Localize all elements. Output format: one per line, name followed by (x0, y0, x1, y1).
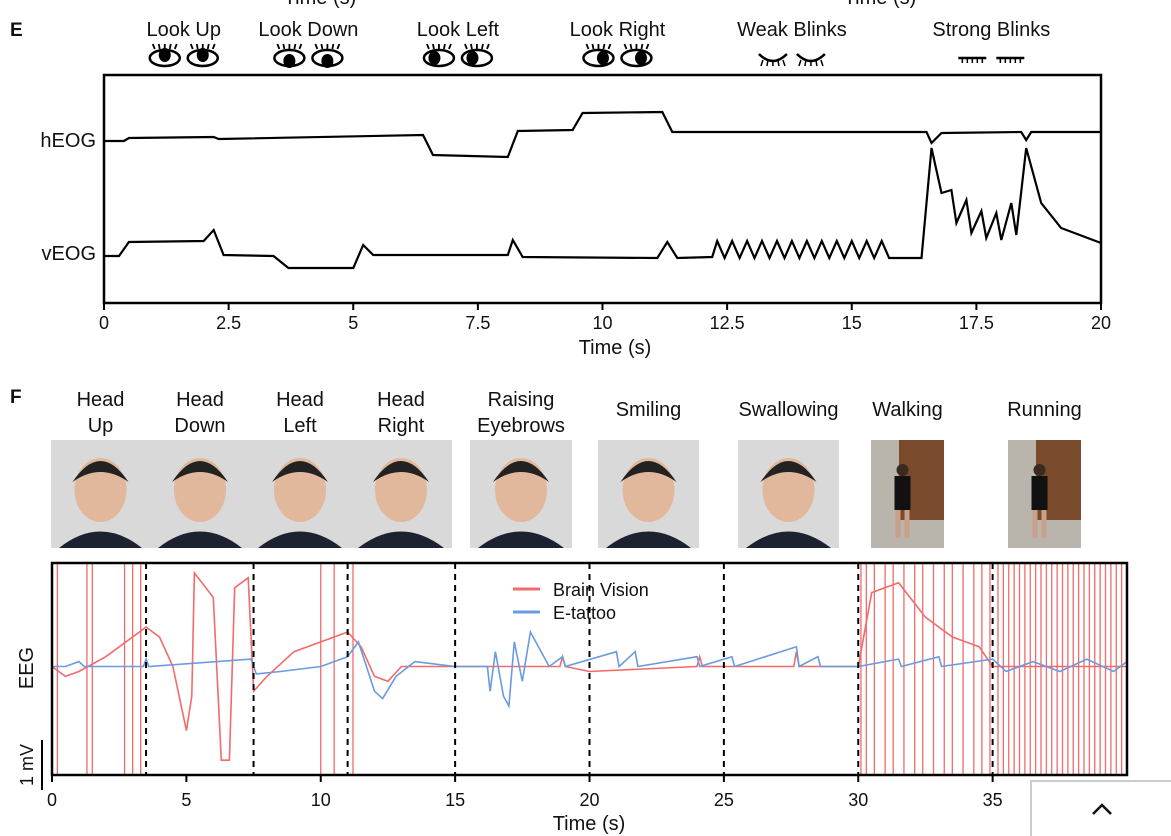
condition-label: Smiling (616, 399, 682, 421)
condition-photo (350, 440, 452, 548)
panel-f-y-axis-label: EEG (16, 647, 38, 689)
condition-label: Look Down (258, 19, 358, 41)
condition-label: Right (378, 415, 425, 437)
condition-label: Raising (488, 389, 555, 411)
condition-label: Eyebrows (477, 415, 565, 437)
condition-label: Strong Blinks (932, 19, 1050, 41)
x-tick-label: 2.5 (216, 313, 241, 333)
legend-label-e-tattoo: E-tattoo (553, 603, 616, 623)
condition-label: Head (176, 389, 224, 411)
condition-photo (470, 440, 572, 548)
chevron-up-icon (1091, 803, 1112, 815)
scroll-to-top-button[interactable] (1030, 780, 1171, 836)
condition-label: Swallowing (738, 399, 838, 421)
panel-f-x-ticks: 0 5 10 15 20 25 30 35 (47, 775, 1003, 810)
condition-photo (250, 440, 350, 548)
x-tick-label: 5 (348, 313, 358, 333)
x-tick-label: 10 (311, 790, 331, 810)
x-tick-label: 10 (592, 313, 612, 333)
condition-label: Weak Blinks (737, 19, 847, 41)
x-tick-label: 0 (99, 313, 109, 333)
x-tick-label: 7.5 (465, 313, 490, 333)
condition-photo (51, 440, 150, 548)
eye-looking-left-icon (422, 43, 494, 68)
condition-label: Head (276, 389, 324, 411)
condition-photo (150, 440, 250, 548)
heog-trace (104, 110, 1101, 159)
panel-e-x-ticks: 0 2.5 5 7.5 10 12.5 15 17.5 20 (99, 303, 1111, 333)
x-tick-label: 12.5 (710, 313, 745, 333)
condition-label: Up (88, 415, 114, 437)
scale-bar-label: 1 mV (17, 744, 37, 786)
condition-photo (738, 440, 839, 548)
x-tick-label: 25 (714, 790, 734, 810)
panel-f-conditions: Head Up Head Down Head Left Head Right Raising Ey… (51, 389, 1082, 548)
panel-e-x-axis-label: Time (s) (579, 337, 652, 359)
panel-f-x-axis-label: Time (s) (553, 813, 626, 835)
condition-label: Down (174, 415, 225, 437)
e-tattoo-trace (52, 629, 1127, 709)
condition-label: Running (1007, 399, 1082, 421)
condition-label: Head (377, 389, 425, 411)
x-tick-label: 5 (181, 790, 191, 810)
eye-squeezed-icon (958, 56, 1025, 63)
condition-label: Look Right (570, 19, 666, 41)
x-tick-label: 35 (983, 790, 1003, 810)
cut-axis-label-right: Time (s) (844, 0, 917, 9)
x-tick-label: 20 (1091, 313, 1111, 333)
x-tick-label: 20 (579, 790, 599, 810)
veog-trace (104, 147, 1102, 270)
condition-photo (871, 440, 944, 548)
x-tick-label: 17.5 (959, 313, 994, 333)
eye-looking-down-icon (273, 43, 344, 68)
x-tick-label: 30 (848, 790, 868, 810)
veog-label: vEOG (42, 243, 96, 265)
cut-axis-label-left: Time (s) (284, 0, 357, 9)
condition-photo (598, 440, 699, 548)
legend-label-brain-vision: Brain Vision (553, 580, 649, 600)
panel-f-letter: F (10, 387, 22, 408)
condition-label: Look Up (147, 19, 222, 41)
condition-label: Look Left (417, 19, 500, 41)
condition-photo (1008, 440, 1081, 548)
panel-e-traces (104, 110, 1102, 270)
legend: Brain Vision E-tattoo (513, 580, 649, 623)
eye-looking-right-icon (582, 43, 653, 68)
x-tick-label: 15 (445, 790, 465, 810)
condition-label: Left (283, 415, 317, 437)
panel-f-boundaries (145, 563, 994, 775)
eye-closed-icon (758, 53, 826, 67)
eye-looking-up-icon (148, 43, 220, 68)
heog-label: hEOG (40, 130, 96, 152)
panel-e-conditions: Look Up Look Down Look Left Look Right Weak … (147, 19, 1050, 68)
condition-label: Head (77, 389, 125, 411)
panel-e-letter: E (10, 20, 23, 41)
x-tick-label: 0 (47, 790, 57, 810)
condition-label: Walking (872, 399, 942, 421)
x-tick-label: 15 (842, 313, 862, 333)
panel-f-traces (52, 563, 1127, 775)
